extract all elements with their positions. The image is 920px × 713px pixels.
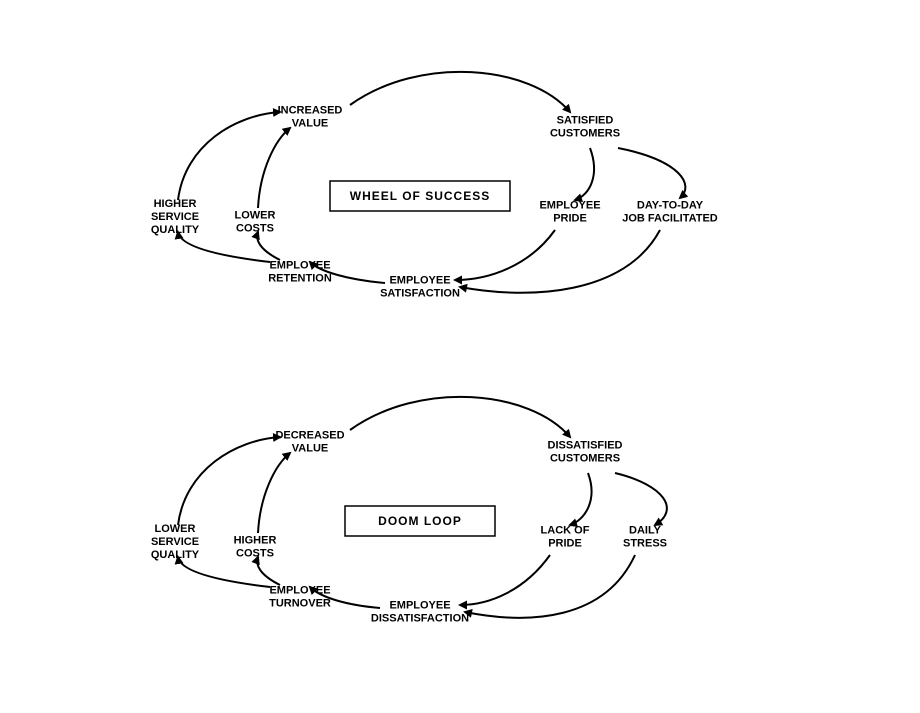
node-employee_dissat: EMPLOYEEDISSATISFACTION [371,600,469,625]
node-label-employee_pride-line0: EMPLOYEE [539,200,600,212]
node-label-higher_svc_quality-line0: HIGHER [154,198,197,210]
node-satisfied_customers: SATISFIEDCUSTOMERS [550,115,620,140]
node-job_facilitated: DAY-TO-DAYJOB FACILITATED [622,200,718,225]
node-label-employee_retention-line0: EMPLOYEE [269,260,330,272]
node-increased_value: INCREASEDVALUE [278,105,343,130]
node-daily_stress: DAILYSTRESS [623,525,667,550]
edge-dissatisfied_cust-to-daily_stress [615,473,667,525]
node-label-employee_sat-line1: SATISFACTION [380,288,460,300]
node-label-higher_svc_quality-line2: QUALITY [151,224,200,236]
node-label-job_facilitated-line1: JOB FACILITATED [622,213,718,225]
edge-job_facilitated-to-employee_sat [460,230,660,293]
edge-satisfied_customers-to-employee_pride [575,148,594,200]
node-label-higher_costs-line1: COSTS [236,548,274,560]
node-label-employee_pride-line1: PRIDE [553,213,587,225]
node-label-increased_value-line1: VALUE [292,118,328,130]
node-label-employee_retention-line1: RETENTION [268,273,332,285]
edge-employee_turnover-to-higher_costs [257,557,280,585]
edge-satisfied_customers-to-job_facilitated [618,148,685,198]
edge-dissatisfied_cust-to-lack_of_pride [570,473,592,525]
node-label-lower_svc_quality-line2: QUALITY [151,549,200,561]
node-label-lower_costs-line0: LOWER [235,210,276,222]
node-label-lower_svc_quality-line1: SERVICE [151,536,199,548]
edge-employee_pride-to-employee_sat [455,230,555,280]
node-higher_costs: HIGHERCOSTS [234,535,277,560]
title-text-success: WHEEL OF SUCCESS [350,189,490,203]
node-label-satisfied_customers-line1: CUSTOMERS [550,128,620,140]
node-label-employee_sat-line0: EMPLOYEE [389,275,450,287]
edge-higher_svc_quality-to-increased_value [178,112,280,200]
node-employee_sat: EMPLOYEESATISFACTION [380,275,460,300]
node-label-lack_of_pride-line1: PRIDE [548,538,582,550]
node-label-employee_dissat-line1: DISSATISFACTION [371,613,469,625]
node-label-job_facilitated-line0: DAY-TO-DAY [637,200,704,212]
node-label-increased_value-line0: INCREASED [278,105,343,117]
title-text-doom: DOOM LOOP [378,514,462,528]
node-label-lower_costs-line1: COSTS [236,223,274,235]
edge-employee_retention-to-lower_costs [257,232,280,260]
node-label-daily_stress-line1: STRESS [623,538,667,550]
node-label-employee_dissat-line0: EMPLOYEE [389,600,450,612]
edge-decreased_value-to-dissatisfied_cust [350,397,570,437]
diagram-success: WHEEL OF SUCCESSINCREASEDVALUESATISFIEDC… [151,72,718,300]
node-label-employee_turnover-line1: TURNOVER [269,598,331,610]
node-label-employee_turnover-line0: EMPLOYEE [269,585,330,597]
node-lack_of_pride: LACK OFPRIDE [541,525,590,550]
edge-lower_svc_quality-to-decreased_value [178,437,280,525]
node-lower_costs: LOWERCOSTS [235,210,276,235]
node-label-lower_svc_quality-line0: LOWER [155,523,196,535]
node-decreased_value: DECREASEDVALUE [275,430,344,455]
node-dissatisfied_cust: DISSATISFIEDCUSTOMERS [548,440,623,465]
node-label-satisfied_customers-line0: SATISFIED [557,115,614,127]
diagram-doom: DOOM LOOP DECREASEDVALUE DISSATISFIEDCUSTO… [151,397,667,625]
node-label-dissatisfied_cust-line0: DISSATISFIED [548,440,623,452]
node-label-higher_costs-line0: HIGHER [234,535,277,547]
node-label-decreased_value-line0: DECREASED [275,430,344,442]
edge-lack_of_pride-to-employee_dissat [460,555,550,605]
node-label-lack_of_pride-line0: LACK OF [541,525,590,537]
diagram-canvas: WHEEL OF SUCCESSINCREASEDVALUESATISFIEDC… [0,0,920,713]
node-label-decreased_value-line1: VALUE [292,443,328,455]
node-lower_svc_quality: LOWERSERVICEQUALITY [151,523,200,561]
edge-daily_stress-to-employee_dissat [465,555,635,618]
node-label-dissatisfied_cust-line1: CUSTOMERS [550,453,620,465]
edge-lower_costs-to-increased_value [258,128,290,208]
node-employee_pride: EMPLOYEEPRIDE [539,200,600,225]
node-employee_turnover: EMPLOYEETURNOVER [269,585,331,610]
node-label-daily_stress-line0: DAILY [629,525,662,537]
node-employee_retention: EMPLOYEERETENTION [268,260,332,285]
node-label-higher_svc_quality-line1: SERVICE [151,211,199,223]
edge-increased_value-to-satisfied_customers [350,72,570,112]
node-higher_svc_quality: HIGHERSERVICEQUALITY [151,198,200,236]
edge-higher_costs-to-decreased_value [258,453,290,533]
